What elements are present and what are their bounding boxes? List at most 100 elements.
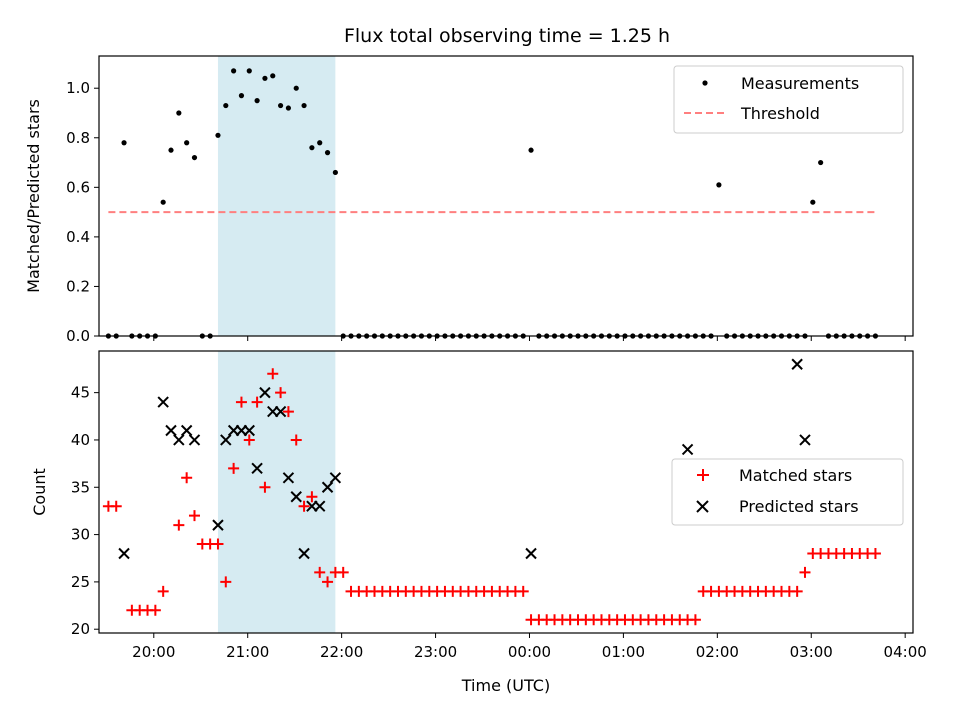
legend-matched-label: Matched stars [739, 466, 852, 485]
predicted-star-point [791, 358, 803, 370]
matched-star-point [869, 548, 881, 560]
predicted-star-point [282, 472, 295, 484]
measurement-point [818, 159, 824, 166]
chart-title: Flux total observing time = 1.25 h [344, 25, 670, 47]
top-legend: Measurements Threshold [673, 65, 904, 134]
x-tick-label: 23:00 [414, 643, 457, 661]
top-panel: 0.0 0.2 0.4 0.6 0.8 1.0 Matched/Predicted sta… [24, 55, 914, 345]
x-tick-label: 02:00 [696, 643, 739, 661]
predicted-star-point [220, 434, 232, 446]
legend-predicted-marker [696, 500, 709, 513]
predicted-star-point [251, 462, 263, 475]
measurement-point [215, 132, 221, 138]
measurement-point [160, 199, 166, 205]
bottom-y-tick-label: 40 [71, 431, 90, 449]
measurement-point [270, 73, 276, 79]
measurement-point [168, 147, 174, 153]
bottom-y-tick-label: 30 [71, 526, 90, 544]
matched-star-point [799, 566, 811, 578]
predicted-star-point [259, 386, 271, 399]
x-tick-label: 20:00 [132, 643, 175, 661]
x-tick-label: 00:00 [508, 643, 551, 661]
matched-star-point [157, 585, 169, 597]
matched-star-point [791, 585, 803, 597]
bottom-panel-frame [98, 350, 914, 634]
matched-star-point [251, 396, 263, 408]
matched-star-point [337, 566, 349, 578]
matched-star-point [212, 538, 224, 550]
predicted-star-point [180, 424, 193, 437]
predicted-star-point [321, 481, 334, 493]
matched-star-point [149, 604, 161, 616]
measurement-point [191, 154, 198, 161]
matched-star-point [306, 491, 318, 503]
matched-star-point [267, 368, 279, 380]
predicted-star-point [290, 491, 302, 503]
bottom-y-tick-label: 25 [71, 573, 90, 591]
top-y-tick-label: 0.0 [66, 327, 90, 345]
top-legend-box [673, 65, 904, 134]
matched-star-point [228, 462, 240, 474]
predicted-star-point [274, 405, 287, 418]
matched-star-point [322, 576, 334, 588]
matched-star-point [235, 396, 247, 408]
measurement-point [223, 102, 229, 109]
measurement-point [121, 140, 127, 146]
predicted-star-point [525, 547, 537, 560]
matched-star-point [689, 614, 701, 626]
measurement-point [184, 140, 190, 146]
x-axis-label: Time (UTC) [461, 676, 550, 695]
measurement-point [301, 102, 307, 109]
matched-star-point [173, 519, 185, 531]
measurement-point [231, 68, 237, 74]
measurement-point [317, 140, 323, 146]
matched-star-point [517, 585, 529, 597]
predicted-star-point [329, 472, 342, 484]
measurement-point [246, 68, 252, 74]
bottom-y-tick-label: 45 [71, 384, 90, 402]
measurement-point [716, 182, 722, 188]
top-y-tick-label: 0.4 [66, 228, 90, 246]
predicted-star-point [681, 443, 694, 456]
matched-star-point [314, 566, 326, 578]
legend-threshold-label: Threshold [740, 104, 820, 123]
measurement-point [293, 85, 299, 91]
measurement-point [277, 102, 284, 109]
matched-star-point [259, 481, 271, 493]
matched-star-point [110, 500, 122, 512]
measurement-point [254, 98, 260, 104]
predicted-star-point [243, 424, 255, 437]
measurement-point [285, 105, 292, 111]
bottom-y-tick-label: 20 [71, 620, 90, 638]
matched-star-point [243, 434, 255, 446]
matched-star-point [220, 576, 232, 588]
top-panel-frame [98, 55, 914, 337]
bottom-legend-box [671, 458, 904, 526]
predicted-star-point [118, 547, 130, 560]
predicted-star-point [314, 500, 326, 512]
x-tick-label: 04:00 [884, 643, 927, 661]
bottom-y-axis-label: Count [30, 468, 49, 516]
x-tick-label: 03:00 [790, 643, 833, 661]
predicted-star-point [173, 434, 185, 446]
x-tick-label: 22:00 [320, 643, 363, 661]
matched-star-point [282, 406, 294, 418]
matched-star-point [290, 434, 302, 446]
measurement-point [528, 147, 534, 153]
shaded-interval-bottom [217, 351, 336, 633]
measurement-point [309, 145, 315, 151]
predicted-star-point [188, 434, 201, 446]
bottom-panel: 20:00 21:00 22:00 23:00 00:00 01:00 02:00 03:00… [30, 350, 927, 695]
predicted-star-point [799, 434, 811, 446]
shaded-interval-top [217, 56, 336, 336]
top-y-tick-label: 0.8 [66, 129, 90, 147]
top-y-axis-label: Matched/Predicted stars [24, 99, 43, 293]
legend-matched-marker [697, 469, 709, 481]
measurement-point [324, 150, 331, 156]
top-y-tick-label: 1.0 [66, 79, 90, 97]
predicted-star-point [157, 396, 169, 408]
legend-measurements-marker [702, 80, 708, 86]
measurement-point [176, 110, 182, 116]
matched-star-point [181, 472, 193, 484]
